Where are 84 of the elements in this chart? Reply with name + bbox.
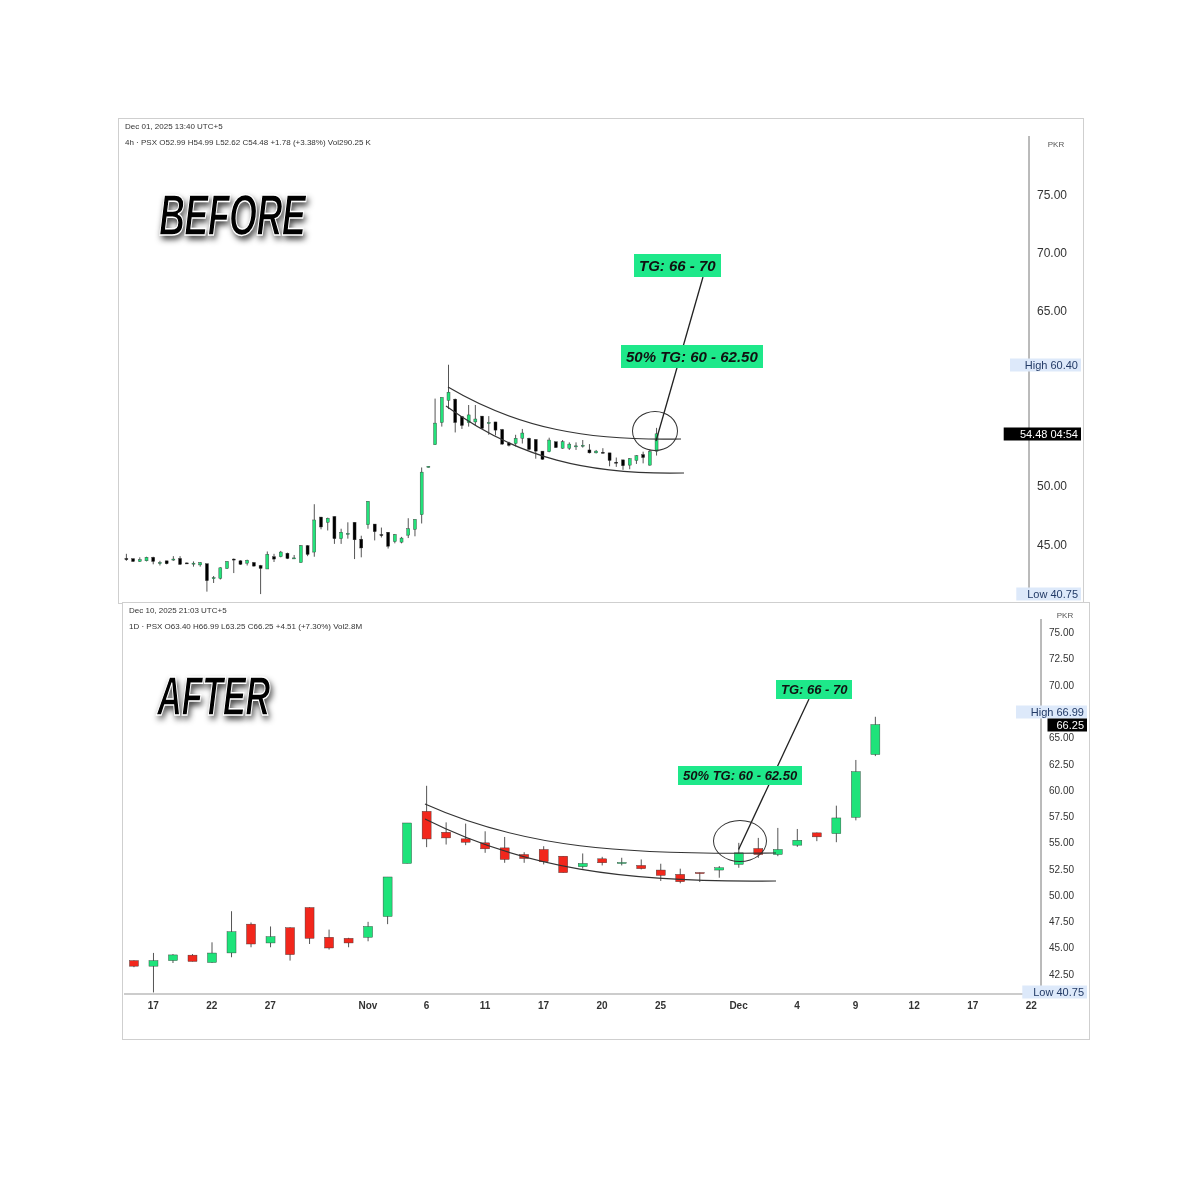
candlestick [574,441,578,451]
text: Dec 01, 2025 13:40 UTC+5 [125,122,223,131]
x-tick-label: 22 [1025,1000,1038,1012]
candlestick [226,910,237,958]
candlestick [352,521,357,560]
candlestick [363,921,373,942]
candlestick [332,515,337,545]
chart-subtitle: 1D · PSX O63.40 H66.99 L63.25 C66.25 +4.51 (+7.30%) Vol2.8M [129,622,363,631]
candlestick [406,517,410,539]
y-tick-label: 75.00 [1049,627,1075,639]
y-tick-label: 42.50 [1049,968,1075,980]
text: 66.25 [1056,719,1084,731]
y-tick-label: 70.00 [1049,679,1075,691]
candlestick [433,398,437,446]
x-tick-label: 9 [852,1000,859,1012]
candlestick [272,553,276,563]
annotation: Low 40.75 [1033,986,1084,998]
candlestick [339,528,343,545]
annotation: 50% TG: 60 - 62.50 [678,766,803,785]
y-tick-label: 50.00 [1037,479,1068,494]
y-tick-label: 47.50 [1049,916,1075,928]
y-tick-label: 70.00 [1037,245,1068,260]
y-tick-label: 75.00 [1037,187,1068,202]
y-tick-label: 45.00 [1049,942,1075,954]
x-tick-label: 11 [479,1000,491,1012]
y-tick-label: 72.50 [1049,653,1075,665]
candlestick [473,404,478,426]
x-tick-label: 25 [654,1000,667,1012]
y-tick-label: 57.50 [1049,811,1075,823]
candlestick [773,827,783,857]
x-tick-label: 22 [206,1000,218,1012]
candlestick [487,415,491,436]
annotation: 54.48 04:54 [1019,428,1078,440]
y-tick-label: 65.00 [1049,732,1075,744]
x-tick-label: 6 [423,1000,430,1012]
y-tick-label: 50.00 [1049,889,1075,901]
candlestick [441,821,451,846]
candlestick [466,404,471,428]
y-tick-label: 52.50 [1049,863,1075,875]
candlestick [205,563,209,593]
x-tick-label: 17 [147,1000,160,1012]
y-tick-label: 55.00 [1049,837,1075,849]
text: BEFORE [159,181,306,248]
text: Dec 10, 2025 21:03 UTC+5 [129,606,227,615]
candlestick [534,438,538,460]
x-tick-label: 20 [596,1000,609,1012]
y-tick-label: 65.00 [1037,304,1068,319]
annotation: Low 40.75 [1027,588,1078,600]
x-tick-label: 17 [537,1000,550,1012]
annotation: High 60.40 [1024,359,1078,371]
candlestick [148,952,159,993]
candlestick [446,364,451,410]
candlestick [601,447,605,454]
text: AFTER [157,663,270,728]
candlestick [359,535,363,558]
candlestick [734,842,744,869]
annotation: 50% TG: 60 - 62.50 [621,345,763,368]
candlestick [641,451,645,464]
y-tick-label: 60.00 [1049,784,1075,796]
candlestick [538,845,549,865]
x-tick-label: 4 [794,1000,801,1012]
candlestick [831,805,842,843]
y-tick-label: 45.00 [1037,537,1068,552]
candlestick [366,500,370,530]
candlestick [499,836,510,864]
candlestick [265,925,276,948]
candlestick [246,921,256,948]
x-tick-label: Dec [729,1000,749,1012]
candlestick [207,941,217,964]
candlestick [346,521,350,540]
x-tick-label: 12 [908,1000,921,1012]
x-tick-label: Nov [358,1000,378,1012]
x-tick-label: 27 [264,1000,277,1012]
y-axis-title: PKR [1047,140,1065,149]
y-axis-title: PKR [1056,611,1074,620]
candlestick [258,564,263,595]
candlestick [324,929,334,951]
candlestick [460,823,471,846]
x-tick-label: 17 [967,1000,979,1012]
y-tick-label: 62.50 [1049,758,1075,770]
annotation: High 66.99 [1030,706,1084,718]
chart-subtitle: 4h · PSX O52.99 H54.99 L52.62 C54.48 +1.78 (+3.38%) Vol290.25 K [125,138,371,147]
annotation: TG: 66 - 70 [776,680,853,699]
annotation: TG: 66 - 70 [634,254,721,277]
